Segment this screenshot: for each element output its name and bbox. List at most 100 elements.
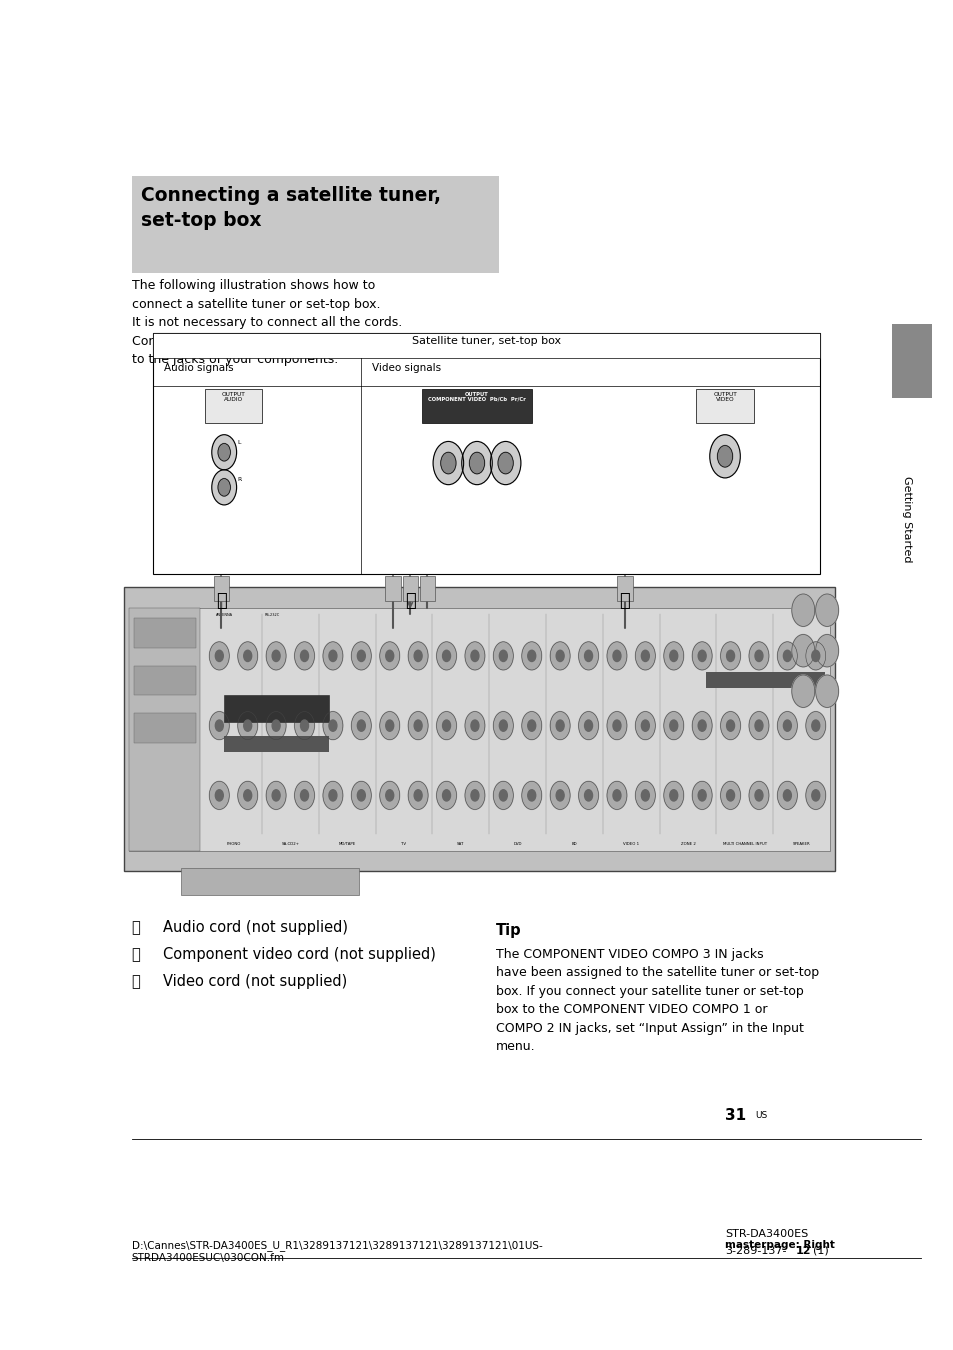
Text: BD: BD (571, 842, 577, 846)
Text: PHONO: PHONO (226, 842, 240, 846)
Circle shape (584, 651, 592, 661)
Text: Satellite tuner, set-top box: Satellite tuner, set-top box (412, 336, 560, 346)
Circle shape (640, 720, 649, 732)
Circle shape (550, 711, 570, 740)
Circle shape (635, 711, 655, 740)
Circle shape (433, 441, 463, 485)
Text: Audio signals: Audio signals (164, 363, 233, 373)
Circle shape (212, 470, 236, 505)
Circle shape (385, 720, 394, 732)
Circle shape (527, 720, 536, 732)
Circle shape (709, 435, 740, 478)
Circle shape (692, 641, 711, 670)
Circle shape (471, 651, 478, 661)
Circle shape (266, 641, 286, 670)
Text: R: R (237, 477, 241, 482)
Text: Ⓒ: Ⓒ (618, 591, 630, 610)
Circle shape (720, 641, 740, 670)
Circle shape (385, 790, 394, 801)
Bar (705, 672, 824, 688)
Circle shape (791, 675, 814, 707)
Circle shape (726, 790, 734, 801)
Circle shape (272, 790, 280, 801)
Circle shape (329, 651, 336, 661)
Text: (1): (1) (812, 1246, 828, 1256)
Circle shape (209, 782, 229, 810)
Bar (133, 713, 195, 743)
Circle shape (414, 651, 421, 661)
Text: Video signals: Video signals (372, 363, 440, 373)
Circle shape (300, 720, 308, 732)
Text: Video cord (not supplied): Video cord (not supplied) (163, 973, 347, 990)
Circle shape (440, 452, 456, 474)
Bar (132, 176, 498, 273)
Text: Audio cord (not supplied): Audio cord (not supplied) (163, 919, 348, 936)
Circle shape (663, 782, 683, 810)
Bar (419, 576, 435, 601)
Circle shape (329, 720, 336, 732)
Circle shape (442, 720, 450, 732)
Bar (181, 868, 358, 895)
Circle shape (493, 711, 513, 740)
Circle shape (556, 790, 563, 801)
Circle shape (584, 720, 592, 732)
Circle shape (243, 720, 252, 732)
Circle shape (266, 782, 286, 810)
Circle shape (720, 782, 740, 810)
Bar (152, 333, 820, 358)
Circle shape (357, 720, 365, 732)
Circle shape (493, 641, 513, 670)
Circle shape (613, 720, 620, 732)
Circle shape (754, 720, 762, 732)
Circle shape (461, 441, 492, 485)
Circle shape (556, 720, 563, 732)
Circle shape (782, 651, 791, 661)
Text: DVD: DVD (513, 842, 521, 846)
Text: SPEAKER: SPEAKER (792, 842, 809, 846)
Circle shape (209, 641, 229, 670)
Circle shape (791, 594, 814, 626)
Circle shape (748, 641, 768, 670)
Bar (224, 736, 329, 752)
Text: STR-DA3400ES: STR-DA3400ES (724, 1230, 807, 1239)
Text: COMPONENT VIDEO: COMPONENT VIDEO (741, 675, 787, 679)
Circle shape (469, 452, 484, 474)
Circle shape (294, 711, 314, 740)
Circle shape (811, 720, 819, 732)
Circle shape (754, 790, 762, 801)
Circle shape (493, 782, 513, 810)
Text: L: L (237, 440, 241, 446)
Text: OUTPUT
VIDEO: OUTPUT VIDEO (713, 392, 736, 402)
Circle shape (243, 651, 252, 661)
Circle shape (669, 720, 677, 732)
Text: Ⓐ: Ⓐ (132, 919, 140, 936)
Text: Ⓐ: Ⓐ (215, 591, 227, 610)
Circle shape (357, 790, 365, 801)
Circle shape (606, 641, 626, 670)
Circle shape (379, 711, 399, 740)
Circle shape (527, 651, 536, 661)
Circle shape (209, 711, 229, 740)
Circle shape (669, 790, 677, 801)
Circle shape (777, 641, 797, 670)
Bar (213, 576, 229, 601)
Text: MULTI CHANNEL INPUT: MULTI CHANNEL INPUT (722, 842, 766, 846)
Text: MD/TAPE: MD/TAPE (338, 842, 355, 846)
Circle shape (294, 641, 314, 670)
Circle shape (805, 641, 825, 670)
Text: Component video cord (not supplied): Component video cord (not supplied) (163, 946, 436, 963)
Circle shape (527, 790, 536, 801)
Circle shape (323, 641, 342, 670)
Circle shape (294, 782, 314, 810)
Text: ASSIGNABLE INPUT ONLY: ASSIGNABLE INPUT ONLY (254, 736, 298, 740)
Circle shape (464, 711, 484, 740)
Circle shape (811, 790, 819, 801)
Text: 31: 31 (724, 1108, 745, 1123)
Circle shape (782, 720, 791, 732)
Text: Ⓑ: Ⓑ (132, 946, 140, 963)
Circle shape (613, 790, 620, 801)
Circle shape (272, 651, 280, 661)
Circle shape (217, 479, 230, 497)
Circle shape (640, 790, 649, 801)
Text: The COMPONENT VIDEO COMPO 3 IN jacks
have been assigned to the satellite tuner o: The COMPONENT VIDEO COMPO 3 IN jacks hav… (496, 948, 819, 1053)
